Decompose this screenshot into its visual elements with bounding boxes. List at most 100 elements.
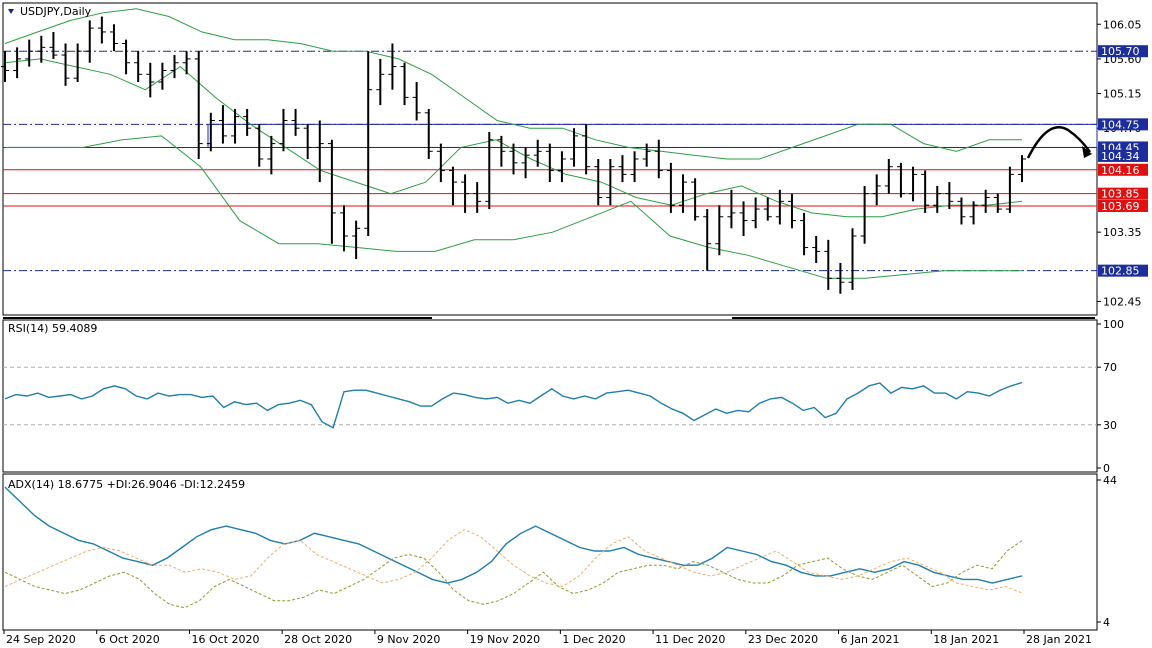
- ohlc-bar: [812, 236, 821, 263]
- ohlc-bar: [182, 51, 191, 75]
- price-level-labels: 105.70104.75104.45104.34104.16103.85103.…: [1098, 45, 1148, 278]
- ohlc-bar: [279, 108, 288, 152]
- adx-axis: 444: [1097, 474, 1117, 629]
- price-tick-label: 103.35: [1103, 226, 1142, 239]
- ohlc-bar: [448, 166, 457, 206]
- forecast-arrow: [1026, 126, 1092, 159]
- rsi-title: RSI(14) 59.4089: [8, 322, 97, 335]
- bollinger-bands: [4, 8, 1023, 279]
- ohlc-bar: [691, 178, 700, 221]
- ohlc-bar: [787, 193, 796, 229]
- level-badge-104.34: [1098, 149, 1148, 162]
- price-title: USDJPY,Daily: [20, 5, 92, 18]
- adx-lines: [4, 486, 1023, 609]
- ohlc-bar: [570, 128, 579, 167]
- rsi-panel: 100 70 30 0 RSI(14) 59.4089: [2, 318, 1124, 475]
- ohlc-bar: [860, 185, 869, 244]
- ohlc-bar: [436, 143, 445, 183]
- date-label: 6 Jan 2021: [841, 633, 900, 646]
- ohlc-bar: [509, 143, 518, 175]
- level-badge-104.75: [1098, 118, 1148, 131]
- ohlc-bar: [533, 139, 542, 167]
- level-label-102.85: 102.85: [1101, 265, 1140, 278]
- ohlc-bar: [1005, 166, 1014, 213]
- ohlc-bar: [800, 212, 809, 256]
- date-label: 28 Jan 2021: [1026, 633, 1092, 646]
- ohlc-bar: [557, 151, 566, 183]
- adx-frame: [2, 473, 1098, 631]
- level-label-103.69: 103.69: [1101, 200, 1140, 213]
- ohlc-bar: [97, 16, 106, 44]
- ohlc-bar: [13, 47, 22, 79]
- ohlc-bar: [933, 185, 942, 213]
- ohlc-bar: [824, 239, 833, 290]
- ohlc-bar: [896, 162, 905, 198]
- ohlc-bar: [775, 189, 784, 225]
- rsi-series: [4, 381, 1023, 429]
- ohlc-bar: [424, 108, 433, 159]
- dropdown-icon[interactable]: [8, 9, 14, 14]
- ohlc-bar: [109, 24, 118, 52]
- rsi-levels: [3, 366, 1097, 426]
- ohlc-bar: [630, 151, 639, 183]
- level-badge-103.69: [1098, 199, 1148, 212]
- ohlc-bar: [981, 189, 990, 213]
- rsi-frame: [2, 319, 1098, 473]
- ohlc-bar: [291, 108, 300, 136]
- level-label-104.16: 104.16: [1101, 164, 1140, 177]
- ohlc-bar: [497, 135, 506, 167]
- date-label: 24 Sep 2020: [6, 633, 76, 646]
- ohlc-bar: [25, 39, 34, 67]
- ohlc-bar: [37, 35, 46, 63]
- date-label: 11 Dec 2020: [655, 633, 725, 646]
- ohlc-bar: [739, 201, 748, 236]
- ohlc-bar: [582, 124, 591, 175]
- ohlc-bar: [303, 124, 312, 159]
- ohlc-bar: [158, 62, 167, 90]
- ohlc-bar: [49, 31, 58, 59]
- ohlc-bar: [703, 209, 712, 271]
- ohlc-bar: [218, 105, 227, 144]
- adx-tick-label: 44: [1103, 474, 1117, 487]
- date-label: 23 Dec 2020: [748, 633, 818, 646]
- ohlc-bar: [194, 51, 203, 159]
- ohlc-bar: [412, 82, 421, 121]
- ohlc-bar: [340, 205, 348, 252]
- ohlc-bar: [993, 193, 1002, 213]
- adx-panel: 444 ADX(14) 18.6775 +DI:26.9046 -DI:12.2…: [2, 473, 1117, 631]
- level-label-104.75: 104.75: [1101, 118, 1140, 131]
- ohlc-bar: [73, 43, 82, 82]
- ohlc-bar: [85, 20, 94, 63]
- ohlc-bar: [231, 108, 240, 144]
- ohlc-bar: [376, 58, 385, 106]
- date-label: 1 Dec 2020: [562, 633, 625, 646]
- ohlc-bar: [327, 139, 336, 244]
- ohlc-bar: [606, 159, 615, 206]
- adx-title: ADX(14) 18.6775 +DI:26.9046 -DI:12.2459: [8, 478, 245, 491]
- ohlc-bar: [594, 159, 603, 206]
- rsi-line: [4, 381, 1023, 429]
- ohlc-bar: [872, 174, 881, 206]
- ohlc-bar: [388, 43, 397, 90]
- ohlc-bar: [618, 155, 627, 183]
- level-badge-104.16: [1098, 163, 1148, 176]
- rsi-tick-label: 30: [1103, 419, 1117, 432]
- rsi-tick-label: 0: [1103, 462, 1110, 475]
- ohlc-bar: [461, 174, 470, 213]
- ohlc-bar: [921, 170, 930, 213]
- date-label: 9 Nov 2020: [377, 633, 440, 646]
- rsi-tick-label: 100: [1103, 318, 1124, 331]
- bollinger-upper: [4, 8, 1022, 160]
- date-label: 6 Oct 2020: [99, 633, 160, 646]
- level-badge-102.85: [1098, 264, 1148, 277]
- ohlc-bar: [1, 51, 9, 82]
- ohlc-bar: [715, 205, 724, 256]
- ohlc-bar: [146, 62, 155, 98]
- ohlc-bar: [884, 159, 893, 194]
- bollinger-middle: [4, 58, 1023, 218]
- price-tick-label: 106.05: [1103, 18, 1142, 31]
- date-label: 28 Oct 2020: [284, 633, 352, 646]
- ohlc-bar: [679, 174, 687, 213]
